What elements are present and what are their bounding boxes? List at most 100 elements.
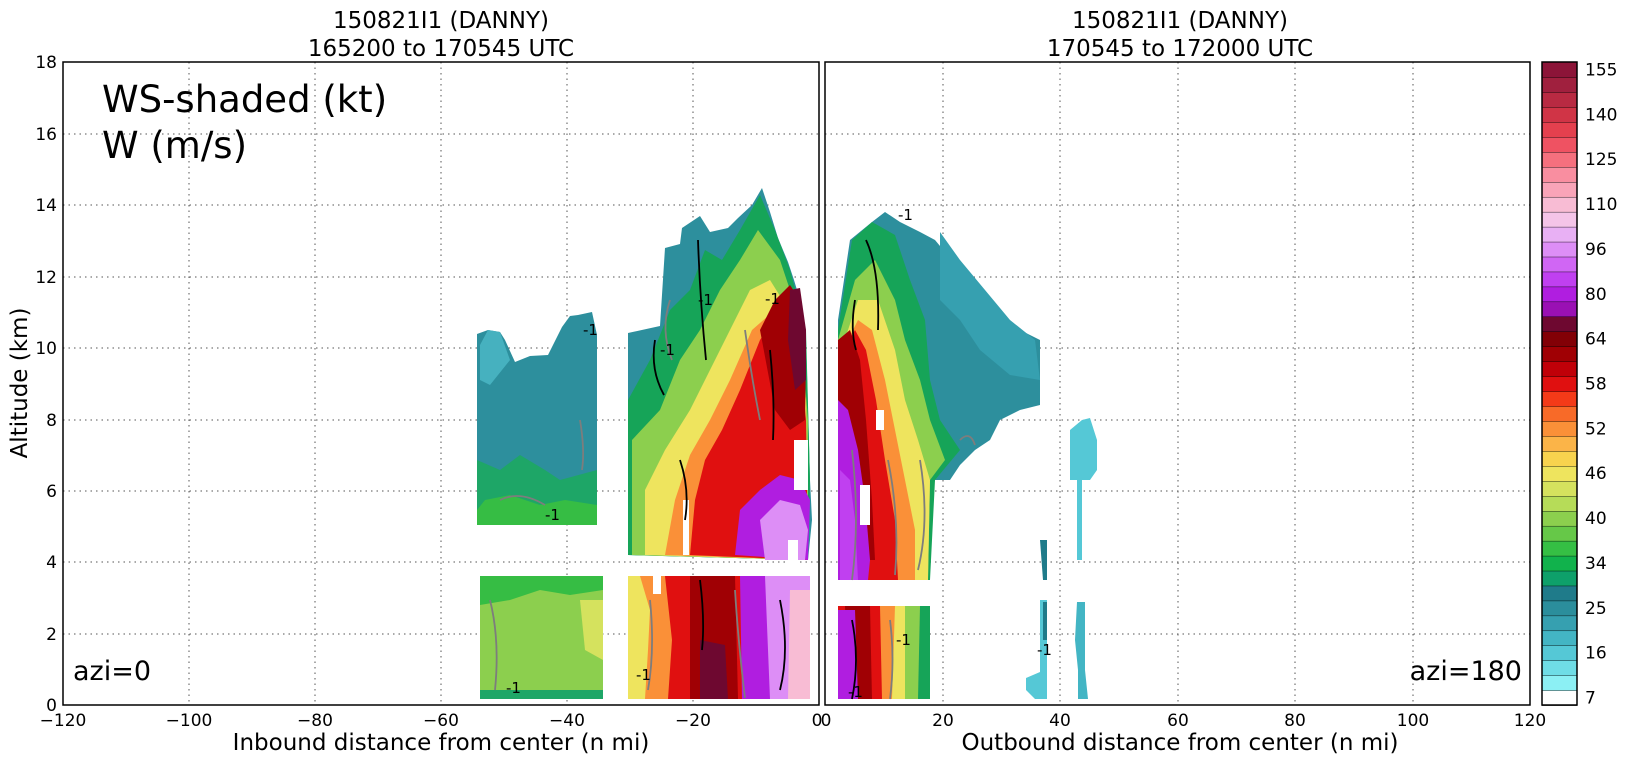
y-tick: 10 [35,339,57,359]
svg-text:-1: -1 [1037,641,1052,659]
colorbar-cell [1541,76,1578,93]
left-x-tick: 0 [812,711,823,731]
colorbar-cell [1541,510,1578,527]
colorbar-cell [1541,151,1578,168]
ws-block-outer-teal-top [480,330,510,385]
y-axis-label: Altitude (km) [7,308,33,459]
left-x-tick: −100 [166,711,213,731]
left-x-tick: −40 [549,711,585,731]
right-x-tick: 80 [1284,711,1306,731]
right-contours [851,239,976,700]
colorbar-cell [1541,211,1578,228]
colorbar-cell [1541,420,1578,437]
y-tick: 2 [46,625,57,645]
left-x-ticks: −120 −100 −80 −60 −40 −20 0 [40,711,823,731]
ws-right-lower-purple [838,610,858,699]
colorbar-tick-label: 110 [1585,195,1617,215]
colorbar-tick-label: 96 [1585,240,1607,260]
ws-inner-lower-pink [788,590,810,699]
colorbar-cell [1541,689,1578,706]
colorbar-cell [1541,286,1578,303]
ws-block-outer-lower-lime [480,690,603,699]
colorbar-tick-label: 52 [1585,419,1607,439]
colorbar-cell [1541,256,1578,273]
colorbar-tick-labels: 7 16 25 34 40 46 52 58 64 80 96 110 125 140 155 [1585,60,1617,708]
colorbar-cell [1541,525,1578,542]
ws-block-outer-lower-green [480,576,603,605]
right-x-tick: 100 [1397,711,1429,731]
colorbar-cell [1541,136,1578,153]
ws-inner-lower-gap [653,576,661,594]
right-contour-labels: -1 -1 -1 -1 [848,206,1052,701]
colorbar-cell [1541,345,1578,362]
left-x-tick: −120 [40,711,87,731]
ws-right-gap-c [838,580,930,606]
colorbar-cell [1541,480,1578,497]
colorbar-cell [1541,585,1578,602]
left-subtitle: 165200 to 170545 UTC [308,36,574,62]
colorbar-tick-label: 140 [1585,105,1617,125]
y-tick: 6 [46,482,57,502]
left-x-tick: −60 [423,711,459,731]
colorbar-tick-label: 34 [1585,554,1607,574]
y-tick: 16 [35,125,57,145]
right-grid [825,62,1530,705]
colorbar-frame [1541,61,1578,706]
colorbar-cell [1541,555,1578,572]
colorbar-cells [1541,61,1578,706]
ws-inner-gap-b [794,440,808,490]
colorbar-cell [1541,166,1578,183]
colorbar-cell [1541,435,1578,452]
colorbar-tick-label: 16 [1585,644,1607,664]
colorbar-cell [1541,316,1578,332]
right-plot-frame [824,61,1531,706]
colorbar-tick-label: 80 [1585,285,1607,305]
right-title: 150821I1 (DANNY) [1072,8,1288,34]
right-x-tick: 40 [1049,711,1071,731]
legend-ws-annotation: WS-shaded (kt) [102,78,387,121]
colorbar-cell [1541,226,1578,243]
colorbar-tick-label: 7 [1585,689,1596,709]
colorbar-tick-label: 58 [1585,375,1607,395]
right-x-tick: 60 [1167,711,1189,731]
y-tick: 0 [46,696,57,716]
colorbar-tick-label: 64 [1585,330,1607,350]
azimuth-left-label: azi=0 [73,656,151,687]
y-tick: 12 [35,268,57,288]
ws-cell-36-c [1043,602,1047,640]
colorbar-cell [1541,271,1578,288]
colorbar-cell [1541,570,1578,587]
ws-inner-lower-maroon [700,640,728,699]
ws-cell-36-a [1040,540,1047,580]
colorbar-cell [1541,600,1578,617]
colorbar-cell [1541,540,1578,557]
right-x-axis-label: Outbound distance from center (n mi) [962,730,1399,756]
left-x-tick: −20 [675,711,711,731]
left-y-ticks: 0 2 4 6 8 10 12 14 16 18 [35,53,57,716]
right-x-ticks: 0 20 40 60 80 100 120 [821,711,1547,731]
svg-text:-1: -1 [765,290,780,308]
colorbar-cell [1541,330,1578,347]
left-plot-area: -1 -1 -1 -1 -1 -1 -1 [63,62,819,705]
right-panel: 150821I1 (DANNY) 170545 to 172000 UTC [821,8,1547,756]
svg-text:-1: -1 [898,206,913,224]
colorbar-cell [1541,196,1578,213]
colorbar-cell [1541,375,1578,392]
ws-block-outer-green-low [477,495,597,525]
svg-text:-1: -1 [896,631,911,649]
colorbar-cell [1541,405,1578,422]
right-x-tick: 0 [821,711,832,731]
left-contours [489,239,786,699]
colorbar-tick-label: 155 [1585,60,1617,80]
azimuth-right-label: azi=180 [1410,656,1522,687]
left-x-axis-label: Inbound distance from center (n mi) [233,730,650,756]
ws-right-gap-a [876,410,884,430]
y-tick: 8 [46,411,57,431]
ws-inner-gap-a [683,500,689,555]
left-x-tick: −80 [297,711,333,731]
right-plot-area: -1 -1 -1 -1 [825,62,1530,705]
ws-right-upper-teal [940,232,1040,380]
svg-text:-1: -1 [848,683,863,701]
colorbar-cell [1541,659,1578,676]
